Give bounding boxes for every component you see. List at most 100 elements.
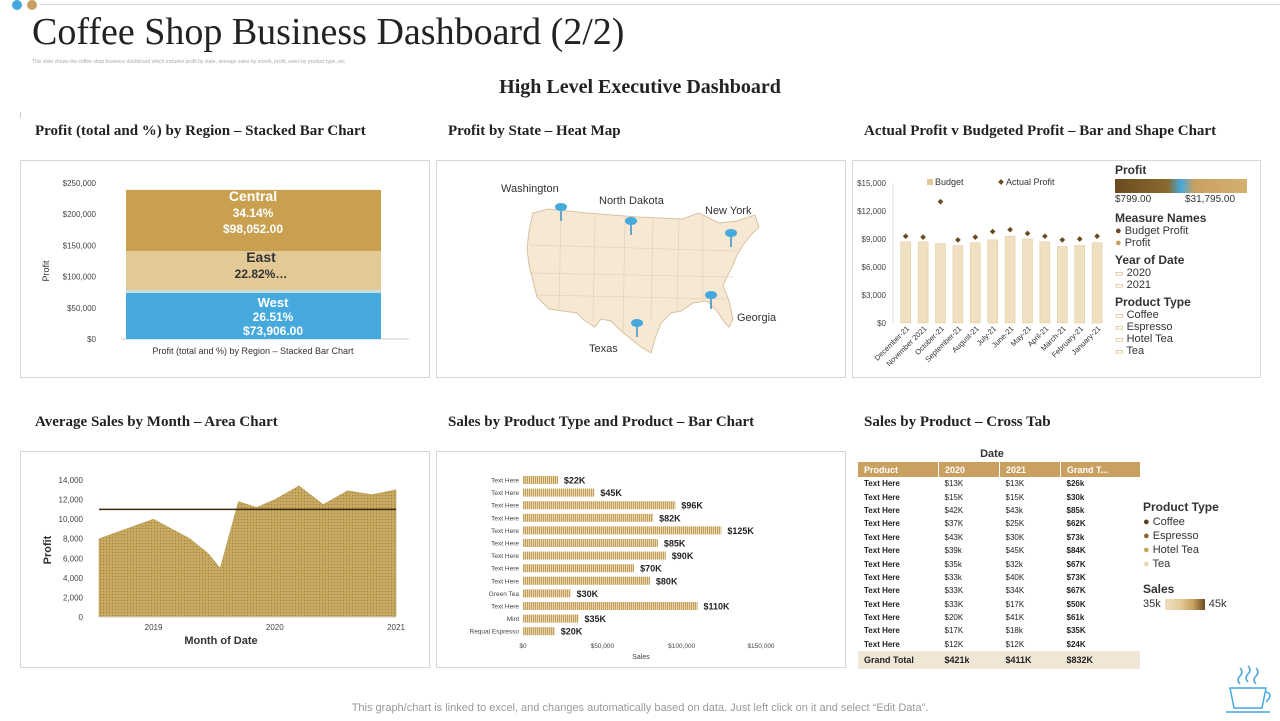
actual-profit-marker[interactable] <box>1007 226 1013 233</box>
budget-bar[interactable] <box>1022 238 1033 324</box>
crosstab-row[interactable]: Text Here $33K $34K $67K <box>858 584 1140 597</box>
region-stacked-bar-chart[interactable]: Profit $250,000 $200,000 $150,000 $100,000 $… <box>21 161 429 377</box>
actual-profit-marker[interactable] <box>1059 237 1066 243</box>
ptype-item-tea[interactable]: ▭ Tea <box>1115 345 1255 357</box>
product-sales-bar[interactable] <box>523 589 571 598</box>
col-header-grand-total[interactable]: Grand T... <box>1060 462 1140 477</box>
crosstab-cell: $34K <box>1005 586 1025 596</box>
ct-ptype-coffee[interactable]: ● Coffee <box>1143 516 1253 528</box>
crosstab-row[interactable]: Text Here $12K $12K $24K <box>858 638 1140 651</box>
us-heat-map[interactable]: Washington North Dakota New York Georgia… <box>437 161 845 377</box>
product-sales-bar[interactable] <box>523 539 658 547</box>
heatmap-panel[interactable]: Washington North Dakota New York Georgia… <box>436 160 846 378</box>
bar-segment-west[interactable] <box>126 292 381 339</box>
ct-ptype-espresso[interactable]: ● Espresso <box>1143 530 1253 542</box>
budget-bar[interactable] <box>1039 241 1051 324</box>
crosstab-row[interactable]: Text Here $35k $32k $67K <box>858 557 1140 570</box>
product-sales-bar[interactable] <box>523 614 579 623</box>
measure-item-budget-profit[interactable]: ● Budget Profit <box>1115 225 1255 237</box>
crosstab-table[interactable]: Product 2020 2021 Grand T... Text Here $1… <box>858 462 1140 670</box>
ptype-item-espresso[interactable]: ▭ Espresso <box>1115 321 1255 333</box>
actual-profit-marker[interactable] <box>1024 230 1031 237</box>
crosstab-panel[interactable]: Date Product 2020 2021 Grand T... Text H… <box>852 448 1260 670</box>
year-item-2021[interactable]: ▭ 2021 <box>1115 279 1255 291</box>
region-y-tick: $50,000 <box>67 304 96 313</box>
ptype-item-hotel-tea[interactable]: ▭ Hotel Tea <box>1115 333 1255 345</box>
budget-bar[interactable] <box>1074 245 1085 324</box>
crosstab-cell: $42K <box>944 505 964 515</box>
actual-profit-marker[interactable] <box>1094 233 1100 240</box>
crosstab-row[interactable]: Text Here $39k $45K $84K <box>858 544 1140 557</box>
average-sales-area-chart[interactable]: Profit 14,000 12,000 10,000 8,000 6,000 4,000… <box>21 452 429 667</box>
crosstab-row[interactable]: Text Here $37K $25K $62K <box>858 517 1140 530</box>
area-y-axis-label: Profit <box>42 535 54 564</box>
crosstab-row[interactable]: Text Here $13K $13K $26k <box>858 477 1140 490</box>
product-sales-bar[interactable] <box>523 526 722 535</box>
area-y-tick: 14,000 <box>59 476 84 485</box>
us-map-shape[interactable] <box>526 208 760 354</box>
budget-bar[interactable] <box>935 243 946 324</box>
top-divider <box>40 4 1280 5</box>
panel-corner <box>20 112 21 118</box>
area-series-fill[interactable] <box>98 485 397 618</box>
actual-profit-marker[interactable] <box>955 237 961 243</box>
crosstab-row[interactable]: Text Here $17K $18k $35K <box>858 624 1140 637</box>
map-pin-new-york[interactable] <box>725 229 737 247</box>
sales-by-product-bar-chart[interactable]: Text Here $22K Text Here $45K Text Here $96K T… <box>437 452 845 667</box>
ptype-swatch-icon: ▭ <box>1115 334 1124 344</box>
actual-profit-marker[interactable] <box>902 233 909 240</box>
actual-profit-marker[interactable] <box>920 234 926 240</box>
ptype-item-coffee[interactable]: ▭ Coffee <box>1115 309 1255 321</box>
budget-bar[interactable] <box>952 245 964 324</box>
budget-y-tick: $6,000 <box>862 263 887 272</box>
budget-bar[interactable] <box>987 239 998 324</box>
budget-bar[interactable] <box>1091 242 1103 324</box>
product-sales-bar[interactable] <box>523 627 555 636</box>
col-header-2020[interactable]: 2020 <box>938 462 1000 477</box>
budget-bar[interactable] <box>1057 246 1068 324</box>
measure-item-profit[interactable]: ● Profit <box>1115 237 1255 249</box>
budget-bar[interactable] <box>1004 235 1016 324</box>
ct-ptype-tea[interactable]: ● Tea <box>1143 558 1253 570</box>
crosstab-row[interactable]: Text Here $43K $30K $73k <box>858 531 1140 544</box>
actual-profit-marker[interactable] <box>989 228 996 235</box>
col-header-product[interactable]: Product <box>858 462 939 477</box>
budget-bar[interactable] <box>917 241 929 324</box>
product-bar-chart-panel[interactable]: Text Here $22K Text Here $45K Text Here $96K T… <box>436 451 846 668</box>
crosstab-cell: $17K <box>944 626 964 636</box>
map-pin-washington[interactable] <box>555 203 567 221</box>
actual-profit-marker[interactable] <box>972 234 979 240</box>
crosstab-row[interactable]: Text Here $42K $43k $85k <box>858 504 1140 517</box>
region-chart-title: Profit (total and %) by Region – Stacked… <box>35 123 366 139</box>
actual-profit-marker[interactable] <box>1042 233 1048 240</box>
crosstab-row[interactable]: Text Here $33k $40K $73K <box>858 571 1140 584</box>
crosstab-row[interactable]: Text Here $20K $41K $61k <box>858 611 1140 624</box>
actual-profit-marker[interactable] <box>937 198 944 205</box>
budget-chart-panel[interactable]: Budget Actual Profit $15,000 $12,000 $9,00… <box>852 160 1261 378</box>
region-chart-panel[interactable]: Profit $250,000 $200,000 $150,000 $100,000 $… <box>20 160 430 378</box>
budget-bar[interactable] <box>970 242 981 324</box>
budget-bar[interactable] <box>900 241 911 324</box>
product-sales-bar[interactable] <box>523 602 698 610</box>
year-item-2020[interactable]: ▭ 2020 <box>1115 267 1255 279</box>
map-pin-texas[interactable] <box>631 319 643 337</box>
product-sales-bar[interactable] <box>523 488 595 497</box>
product-sales-bar[interactable] <box>523 513 654 522</box>
actual-profit-marker[interactable] <box>1076 236 1083 242</box>
col-header-2021[interactable]: 2021 <box>999 462 1061 477</box>
area-chart-panel[interactable]: Profit 14,000 12,000 10,000 8,000 6,000 4,000… <box>20 451 430 668</box>
bar-segment-central[interactable] <box>126 189 381 252</box>
product-sales-bar[interactable] <box>523 551 666 560</box>
ct-ptype-hotel-tea[interactable]: ● Hotel Tea <box>1143 544 1253 556</box>
crosstab-total-row[interactable]: Grand Total $421k $411K $832K <box>858 651 1140 670</box>
bar-segment-east[interactable] <box>126 251 381 291</box>
crosstab-row[interactable]: Text Here $15K $15K $30k <box>858 490 1140 503</box>
crosstab-row[interactable]: Text Here $33K $17K $50K <box>858 598 1140 611</box>
product-sales-bar[interactable] <box>523 501 676 510</box>
product-sales-bar[interactable] <box>523 564 635 573</box>
map-pin-north-dakota[interactable] <box>625 217 637 235</box>
map-pin-georgia[interactable] <box>705 291 717 309</box>
product-sales-bar[interactable] <box>523 576 650 585</box>
budget-vs-actual-chart[interactable]: Budget Actual Profit $15,000 $12,000 $9,00… <box>853 161 1113 377</box>
product-sales-bar[interactable] <box>523 476 558 484</box>
